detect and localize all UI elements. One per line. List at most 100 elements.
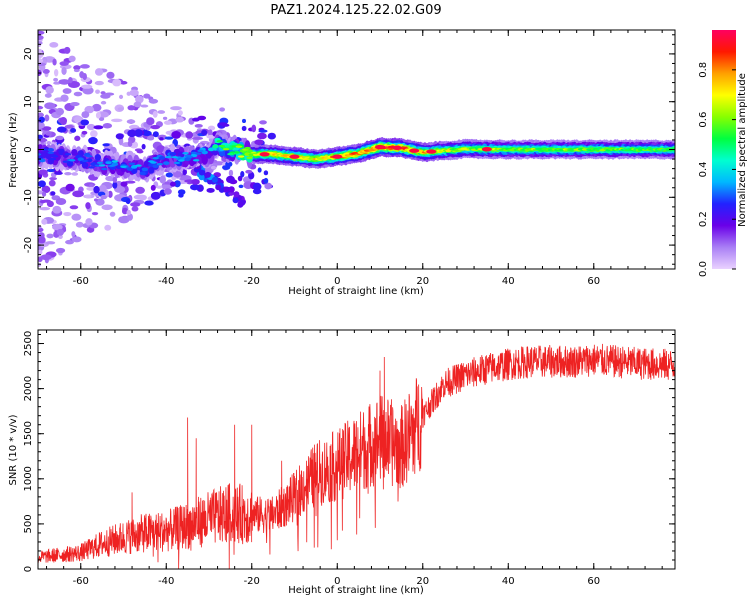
spectrogram-cell	[129, 89, 139, 97]
spectrogram-cell	[127, 105, 136, 111]
spectrogram-cell	[150, 125, 161, 130]
spectrogram-cell	[254, 139, 264, 146]
spectrogram-cell	[251, 124, 257, 133]
spectrogram-cell	[162, 116, 168, 120]
spectrogram-cell	[53, 69, 59, 77]
spectrogram-cell	[135, 186, 145, 194]
spectrogram-cell	[59, 61, 69, 66]
spectrogram-cell	[215, 184, 222, 191]
spectrogram-cell	[94, 80, 104, 86]
spectrogram-cell	[107, 190, 113, 198]
spectrogram-cell	[68, 77, 73, 84]
spectrogram-cell	[51, 155, 59, 158]
colorbar-tick-label: 0.0	[698, 261, 709, 277]
spectrogram-cell	[163, 161, 170, 166]
spectrogram-cell	[58, 79, 71, 85]
y-tick-label: 2500	[23, 331, 34, 356]
spectrogram-cell	[98, 184, 107, 193]
spectrogram-cell	[46, 140, 52, 145]
spectrogram-cell	[111, 118, 123, 123]
spectrogram-cell	[186, 155, 193, 158]
spectrogram-cell	[70, 127, 77, 133]
spectrogram-cell	[177, 110, 183, 116]
spectrogram-cell	[85, 218, 93, 226]
spectrogram-cell	[80, 119, 90, 126]
spectrogram-cell	[258, 129, 268, 133]
spectrogram-cell	[44, 114, 50, 122]
spectrogram-cell	[138, 194, 147, 201]
spectrogram-cell	[119, 94, 124, 100]
y-tick-label: 10	[23, 95, 34, 108]
spectrogram-cell	[90, 130, 98, 138]
spectrogram-cell	[79, 64, 90, 69]
spectrogram-cell	[207, 147, 215, 152]
spectrogram-cell	[88, 137, 98, 145]
spectrogram-cell	[178, 193, 184, 198]
x-tick-label: -20	[244, 276, 260, 287]
spectrogram-cell	[204, 171, 211, 178]
spectrogram-cell	[141, 167, 149, 172]
spectrogram-cell	[46, 200, 54, 208]
spectrogram-cell	[106, 71, 115, 79]
spectrogram-cell	[140, 104, 149, 108]
spectrogram-cell	[45, 86, 54, 94]
spectrogram-cell	[109, 211, 116, 217]
spectrogram-cell	[100, 91, 106, 95]
spectrogram-cell	[156, 162, 164, 166]
spectrogram-cell	[98, 116, 105, 121]
colorbar-gradient	[712, 30, 736, 269]
spectrogram-cell	[257, 132, 267, 140]
spectrogram-cell	[60, 94, 69, 102]
y-tick-label: -10	[23, 189, 34, 205]
spectrogram-cell	[228, 169, 234, 177]
spectrogram-cell	[192, 159, 200, 162]
spectrogram-cell	[126, 167, 134, 171]
spectrogram-cell	[375, 144, 386, 150]
x-tick-label: 60	[587, 276, 600, 287]
spectrogram-cell	[163, 188, 172, 195]
spectrogram-cell	[95, 112, 101, 119]
spectrogram-cell	[150, 161, 157, 164]
spectrogram-cell	[52, 205, 62, 214]
spectrogram-cell	[232, 197, 239, 204]
spectrogram-cell	[226, 175, 235, 184]
x-tick-label: -40	[158, 576, 174, 587]
spectrogram-cell	[139, 171, 146, 176]
spectrogram-cell	[190, 184, 200, 191]
x-tick-label: 20	[416, 276, 429, 287]
spectrogram-cell	[50, 191, 56, 196]
spectrogram-cell	[206, 187, 215, 193]
spectrogram-cell	[227, 152, 234, 156]
spectrogram-cell	[41, 126, 52, 131]
spectrogram-cell	[58, 234, 63, 240]
spectrogram-cell	[195, 152, 202, 155]
spectrogram-cell	[63, 211, 72, 217]
spectrogram-cell	[212, 144, 219, 149]
spectrogram-cell	[38, 58, 44, 64]
snr-series-line	[38, 343, 675, 569]
spectrogram-cell	[237, 175, 243, 182]
spectrogram-cell	[120, 181, 128, 187]
spectrogram-cell	[125, 198, 131, 205]
y-tick-label: 1000	[23, 466, 34, 491]
spectrogram-cell	[171, 131, 181, 139]
spectrogram-cell	[38, 169, 48, 176]
spectrogram-cell	[47, 151, 55, 154]
spectrogram-cell	[81, 159, 89, 163]
spectrogram-cell	[45, 152, 52, 160]
spectrogram-cell	[259, 152, 270, 157]
spectrogram-cell	[111, 160, 119, 163]
spectrogram-cell	[225, 161, 233, 168]
spectrogram-cell	[118, 137, 124, 146]
spectrogram-cell	[64, 124, 74, 129]
spectrogram-cell	[175, 116, 184, 123]
spectrogram-cell	[171, 156, 179, 159]
spectrogram-cell	[64, 153, 72, 156]
spectrogram-cell	[165, 172, 173, 178]
spectrogram-cell	[218, 144, 226, 148]
spectrogram-cell	[150, 191, 161, 200]
spectrogram-cell	[38, 134, 43, 139]
spectrogram-cell	[94, 68, 104, 76]
spectrogram-cell	[216, 140, 223, 143]
spectrogram-cell	[233, 151, 240, 154]
